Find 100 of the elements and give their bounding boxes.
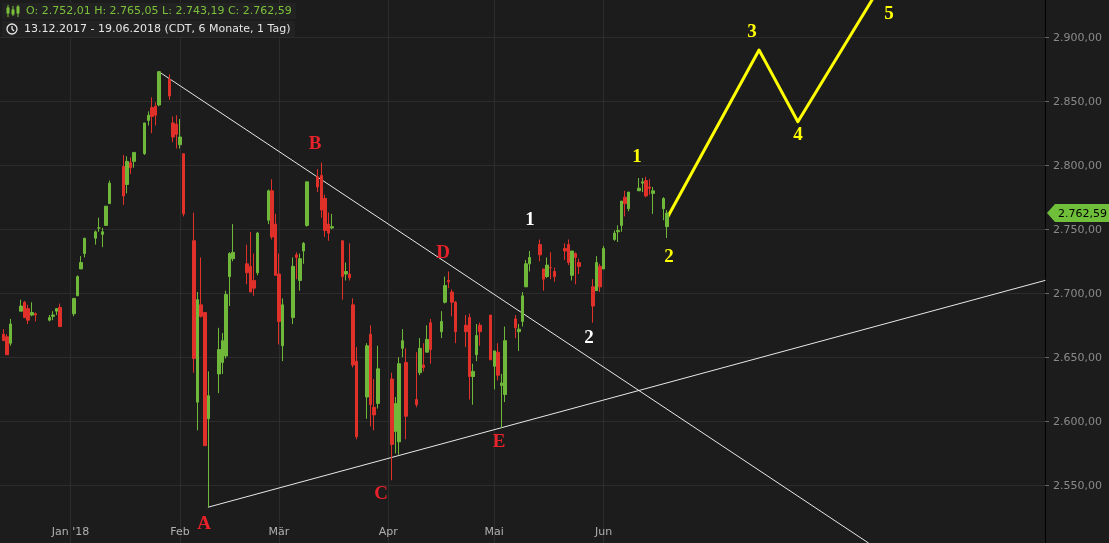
candlestick — [574, 251, 577, 285]
annotation: 3 — [747, 19, 757, 41]
annotation: 1 — [525, 207, 535, 229]
candlestick — [26, 304, 30, 325]
candlestick — [478, 322, 482, 347]
candlestick — [192, 212, 196, 374]
candlestick — [623, 190, 627, 217]
annotation: E — [492, 429, 506, 451]
candlestick — [30, 301, 34, 317]
candlestick — [178, 118, 182, 150]
candlestick — [256, 231, 259, 276]
annotation: 2 — [664, 244, 674, 266]
candlestick — [563, 242, 567, 261]
candlestick — [58, 303, 62, 328]
x-tick-label: Jun — [594, 525, 613, 538]
candlestick — [627, 191, 630, 212]
candlestick — [34, 311, 37, 322]
y-tick-label: 2.750,00 — [1053, 222, 1102, 236]
candlestick — [182, 153, 185, 217]
candlestick — [9, 318, 12, 347]
candlestick — [207, 370, 210, 508]
candlestick — [496, 342, 500, 381]
candlestick — [175, 114, 178, 150]
candlestick — [72, 297, 76, 317]
candlestick — [549, 251, 552, 280]
candlestick — [51, 310, 55, 321]
candlestick — [471, 363, 475, 406]
candlestick — [595, 255, 598, 292]
candlestick — [48, 314, 51, 322]
candlestick — [143, 122, 146, 156]
x-tick-label: Feb — [170, 525, 190, 538]
y-tick-label: 2.550,00 — [1053, 478, 1102, 492]
candlestick — [108, 180, 111, 205]
candlestick — [104, 205, 108, 226]
candlestick — [125, 155, 129, 194]
candlestick — [517, 323, 521, 352]
annotation: 4 — [793, 122, 804, 144]
x-tick-label: Jan '18 — [50, 525, 90, 538]
y-tick-label: 2.900,00 — [1053, 30, 1102, 44]
x-tick-label: Apr — [378, 525, 399, 538]
candlestick — [542, 268, 545, 292]
candlestick — [196, 291, 199, 431]
x-tick-label: Mai — [484, 525, 504, 538]
y-tick-label: 2.800,00 — [1053, 158, 1102, 172]
candlestick — [281, 297, 284, 362]
candlestick — [553, 267, 556, 283]
x-tick-label: Mär — [268, 525, 290, 538]
candlestick — [55, 308, 58, 316]
candlestick — [538, 238, 542, 262]
candlestick — [644, 176, 648, 198]
candlestick — [132, 151, 136, 169]
candlestick — [570, 250, 574, 281]
candlestick — [330, 213, 334, 230]
candlestick — [129, 157, 132, 175]
candlestick — [5, 333, 9, 356]
candlestick — [83, 237, 86, 258]
candlestick — [168, 73, 171, 101]
annotation: C — [374, 481, 388, 503]
candlestick — [641, 177, 644, 193]
candlestick — [648, 178, 651, 196]
candlestick — [249, 231, 252, 293]
candlestick — [591, 278, 595, 324]
annotation: A — [197, 511, 212, 533]
candlestick — [489, 314, 492, 361]
candlestick — [598, 263, 602, 293]
y-tick-label: 2.850,00 — [1053, 94, 1102, 108]
candlestick — [514, 314, 517, 339]
candlestick — [422, 342, 425, 372]
candlestick — [545, 256, 549, 279]
candlestick — [344, 262, 348, 281]
candlestick — [493, 350, 496, 390]
candlestick — [76, 274, 79, 297]
candlestick — [348, 242, 351, 281]
candlestick — [443, 276, 447, 305]
candlestick — [440, 310, 443, 339]
candlestick — [376, 345, 380, 410]
candlestick — [150, 96, 154, 134]
candlestick — [404, 347, 408, 440]
candlestick — [217, 327, 221, 394]
candlestick — [365, 342, 369, 420]
annotation: B — [308, 131, 322, 153]
candlestick — [425, 324, 429, 353]
annotation: 2 — [584, 325, 594, 347]
y-tick-label: 2.700,00 — [1053, 286, 1102, 300]
y-tick-label: 2.650,00 — [1053, 350, 1102, 364]
candlestick — [418, 337, 422, 376]
text: 2.762,59 — [1058, 206, 1107, 220]
candlestick — [291, 256, 295, 325]
candlestick — [305, 181, 309, 228]
candlestick — [79, 255, 83, 270]
text: 13.12.2017 - 19.06.2018 (CDT, 6 Monate, 1 Tag) — [24, 21, 291, 37]
candlestick — [429, 318, 432, 365]
candlestick — [415, 351, 418, 408]
candlestick — [401, 328, 404, 358]
candlestick — [369, 324, 372, 427]
candlestick — [390, 372, 394, 481]
candlestick — [521, 291, 524, 328]
candlestick — [267, 189, 270, 225]
y-tick-label: 2.600,00 — [1053, 414, 1102, 428]
candlestick — [341, 240, 344, 301]
